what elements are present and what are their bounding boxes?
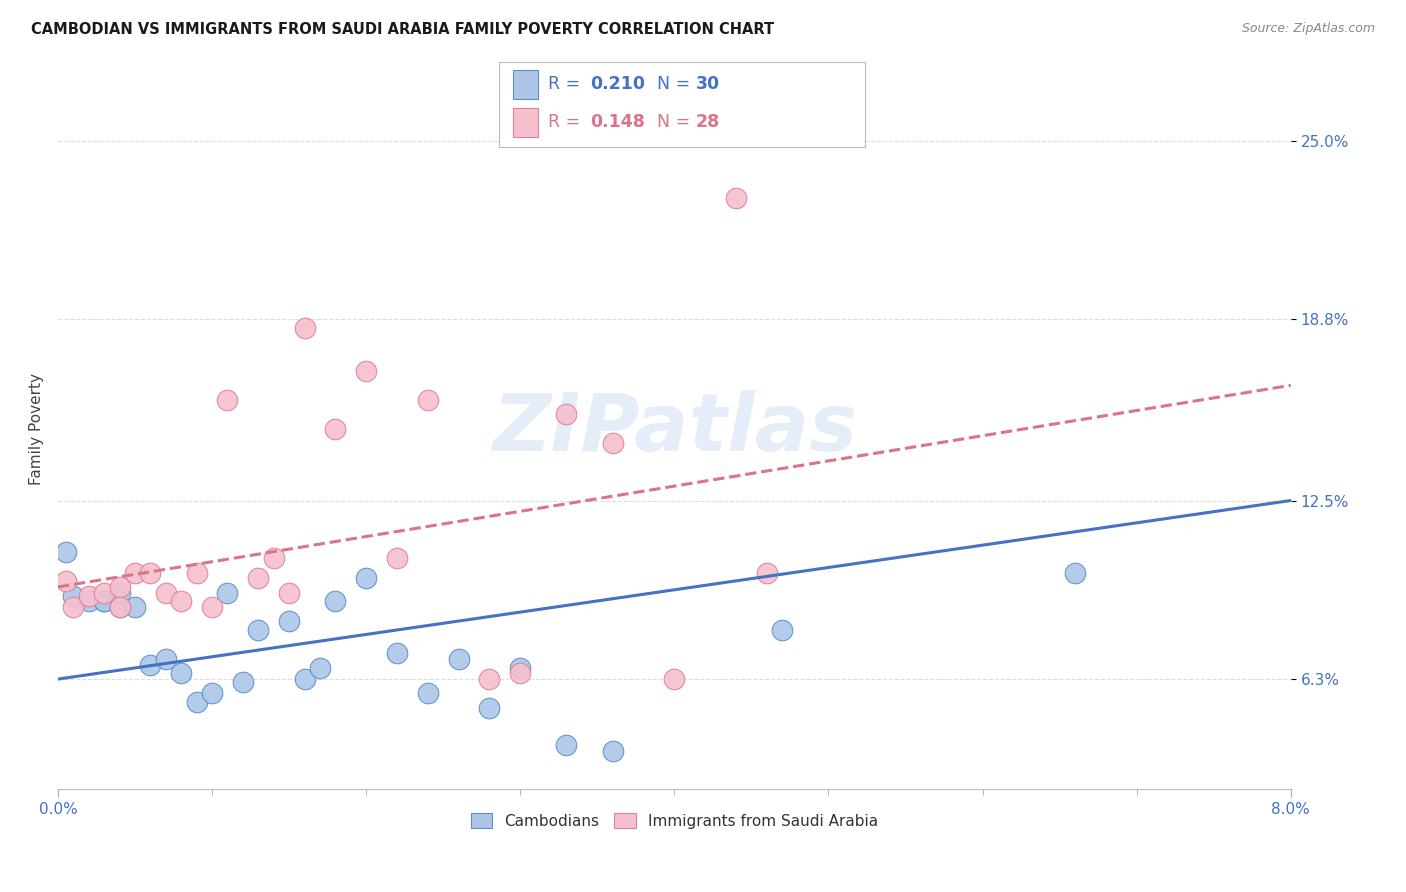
- Point: [770, 623, 793, 637]
- Point: [416, 392, 439, 407]
- Point: [93, 594, 115, 608]
- Point: [323, 421, 346, 435]
- Text: N =: N =: [657, 113, 696, 131]
- Point: [278, 615, 301, 629]
- Point: [155, 652, 177, 666]
- Point: [77, 594, 100, 608]
- Point: [108, 580, 131, 594]
- Point: [186, 695, 208, 709]
- Point: [201, 686, 224, 700]
- Point: [323, 594, 346, 608]
- Point: [217, 585, 239, 599]
- Point: [555, 407, 578, 421]
- Point: [55, 545, 77, 559]
- Point: [664, 672, 686, 686]
- Point: [416, 686, 439, 700]
- Point: [354, 364, 377, 378]
- Point: [247, 571, 270, 585]
- Point: [170, 594, 193, 608]
- Point: [108, 600, 131, 615]
- Point: [478, 701, 501, 715]
- Text: R =: R =: [548, 75, 586, 94]
- Point: [186, 566, 208, 580]
- Y-axis label: Family Poverty: Family Poverty: [30, 373, 44, 484]
- Point: [294, 320, 316, 334]
- Text: 0.148: 0.148: [591, 113, 645, 131]
- Point: [602, 436, 624, 450]
- Text: 30: 30: [696, 75, 720, 94]
- Point: [309, 660, 332, 674]
- Text: 0.210: 0.210: [591, 75, 645, 94]
- Point: [385, 551, 408, 566]
- Point: [447, 652, 470, 666]
- Point: [155, 585, 177, 599]
- Point: [139, 657, 162, 672]
- Legend: Cambodians, Immigrants from Saudi Arabia: Cambodians, Immigrants from Saudi Arabia: [464, 806, 884, 835]
- Point: [1064, 566, 1087, 580]
- Point: [555, 739, 578, 753]
- Point: [509, 666, 531, 681]
- Point: [62, 589, 84, 603]
- Point: [201, 600, 224, 615]
- Point: [755, 566, 778, 580]
- Point: [724, 191, 747, 205]
- Point: [93, 585, 115, 599]
- Point: [124, 600, 146, 615]
- Text: CAMBODIAN VS IMMIGRANTS FROM SAUDI ARABIA FAMILY POVERTY CORRELATION CHART: CAMBODIAN VS IMMIGRANTS FROM SAUDI ARABI…: [31, 22, 775, 37]
- Point: [77, 589, 100, 603]
- Point: [385, 646, 408, 660]
- Point: [108, 600, 131, 615]
- Point: [247, 623, 270, 637]
- Text: N =: N =: [657, 75, 696, 94]
- Point: [62, 600, 84, 615]
- Point: [509, 660, 531, 674]
- Point: [170, 666, 193, 681]
- Point: [217, 392, 239, 407]
- Point: [93, 594, 115, 608]
- Point: [478, 672, 501, 686]
- Text: ZIPatlas: ZIPatlas: [492, 390, 856, 467]
- Text: R =: R =: [548, 113, 586, 131]
- Point: [108, 585, 131, 599]
- Point: [124, 566, 146, 580]
- Point: [354, 571, 377, 585]
- Point: [139, 566, 162, 580]
- Point: [294, 672, 316, 686]
- Point: [232, 675, 254, 690]
- Point: [263, 551, 285, 566]
- Point: [278, 585, 301, 599]
- Point: [602, 744, 624, 758]
- Text: 28: 28: [696, 113, 720, 131]
- Point: [55, 574, 77, 589]
- Text: Source: ZipAtlas.com: Source: ZipAtlas.com: [1241, 22, 1375, 36]
